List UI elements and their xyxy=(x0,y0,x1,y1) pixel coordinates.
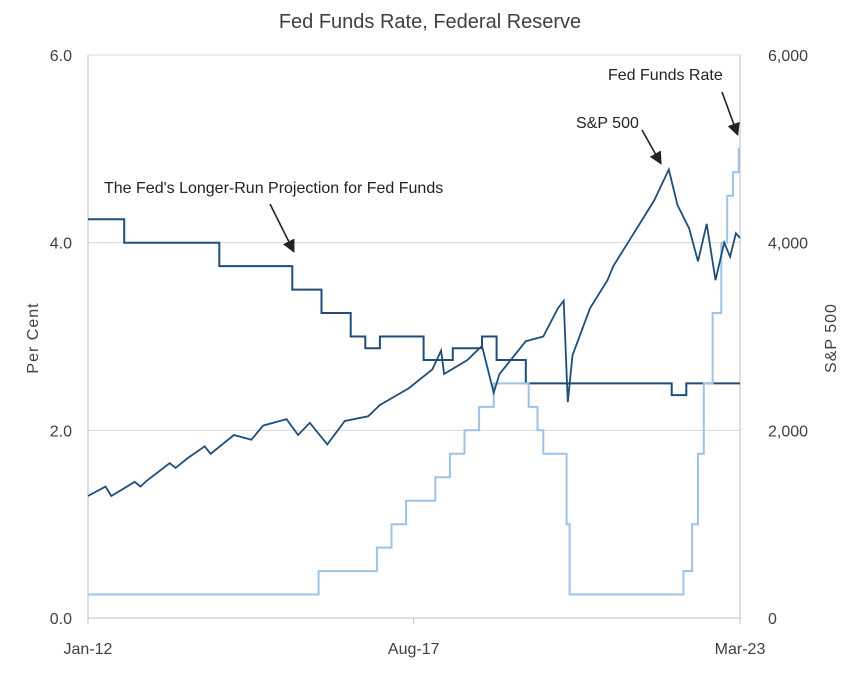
annotation-projection_label: The Fed's Longer-Run Projection for Fed … xyxy=(104,180,443,197)
annotations: The Fed's Longer-Run Projection for Fed … xyxy=(104,67,740,253)
y2-tick-label: 4,000 xyxy=(768,236,808,253)
axes xyxy=(87,55,741,624)
series-line-fed_funds xyxy=(88,147,740,596)
series-line-projection xyxy=(88,218,740,397)
y-tick-label: 6.0 xyxy=(50,48,72,65)
y2-tick-label: 0 xyxy=(768,611,777,628)
annotation-arrow-sp500_label xyxy=(641,129,662,165)
y-tick-label: 4.0 xyxy=(50,236,72,253)
annotation-arrow-projection_label xyxy=(269,203,295,253)
y-axis-label: Per Cent xyxy=(25,302,42,373)
y2-tick-label: 2,000 xyxy=(768,423,808,440)
y-tick-label: 0.0 xyxy=(50,611,72,628)
series-group xyxy=(87,147,741,596)
x-tick-label: Jan-12 xyxy=(64,641,113,658)
tick-labels: 0.0 2.0 4.0 6.0 0 2,000 4,000 6,000 Jan-12 Aug-17… xyxy=(50,48,808,658)
annotation-arrow-fedfunds_label xyxy=(721,91,740,137)
y2-axis-label: S&P 500 xyxy=(823,303,840,373)
y2-tick-label: 6,000 xyxy=(768,48,808,65)
series-line-sp500 xyxy=(87,166,741,498)
x-tick-label: Aug-17 xyxy=(388,641,440,658)
chart-title: Fed Funds Rate, Federal Reserve xyxy=(279,11,581,33)
annotation-sp500_label: S&P 500 xyxy=(576,115,639,132)
x-tick-label: Mar-23 xyxy=(715,641,766,658)
y-tick-label: 2.0 xyxy=(50,423,72,440)
annotation-fedfunds_label: Fed Funds Rate xyxy=(608,67,723,84)
